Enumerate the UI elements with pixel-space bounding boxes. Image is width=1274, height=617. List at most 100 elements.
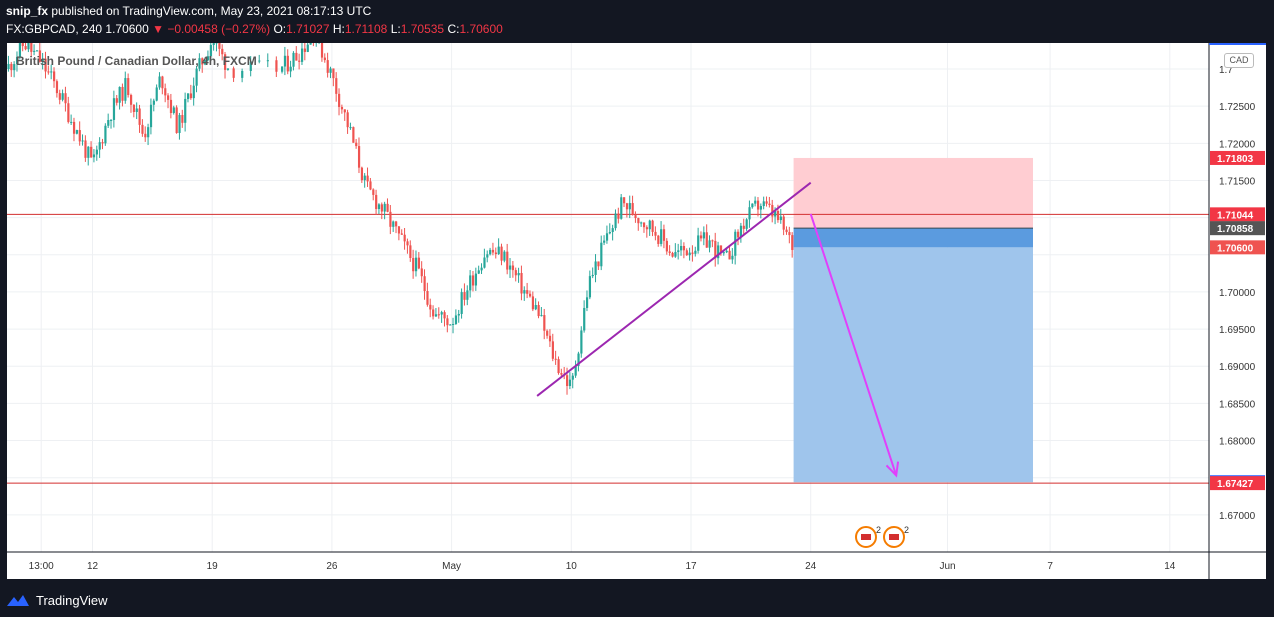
candle-body: [403, 234, 406, 242]
candle-body: [617, 213, 620, 219]
candle-body: [141, 124, 144, 134]
candle-body: [338, 93, 341, 107]
chart-symbol-title: British Pound / Canadian Dollar, 4h, FXC…: [16, 54, 257, 68]
candle-body: [631, 203, 634, 216]
candle-body: [477, 270, 480, 274]
candle-body: [33, 50, 36, 52]
candle-body: [127, 78, 130, 95]
price-chart[interactable]: 2 2 1.72500 1.72000 1.71500 1.70000 1.69500 1.6…: [7, 43, 1266, 579]
candle-body: [167, 95, 170, 100]
candle-body: [699, 235, 703, 239]
candle-body: [423, 276, 426, 292]
candle-body: [50, 71, 53, 73]
candle-body: [748, 207, 751, 220]
candle-body: [224, 54, 227, 70]
candle-body: [24, 46, 27, 50]
candle-body: [118, 86, 121, 103]
candle-body: [680, 246, 683, 251]
event-count: 2: [904, 525, 909, 535]
candle-body: [557, 359, 560, 374]
candle-body: [47, 71, 50, 73]
candle-body: [776, 210, 780, 221]
candle-body: [677, 250, 680, 253]
candle-body: [41, 58, 44, 62]
open-label: O:: [273, 22, 287, 36]
candle-body: [397, 226, 401, 234]
candle-body: [369, 181, 372, 190]
candle-body: [129, 94, 133, 105]
candle-body: [785, 229, 788, 233]
candle-body: [266, 60, 269, 62]
candle-body: [600, 242, 603, 267]
price-label-bg: [1210, 240, 1265, 255]
candle-body: [788, 232, 791, 236]
symbol-label: FX:GBPCAD, 240: [6, 22, 103, 36]
candle-body: [722, 252, 725, 254]
candle-body: [474, 273, 478, 286]
candle-body: [625, 203, 629, 210]
tradingview-brand[interactable]: TradingView: [36, 592, 108, 608]
price-label-bg: [1210, 150, 1265, 165]
candle-body: [531, 296, 535, 310]
chart-area[interactable]: 2 2 1.72500 1.72000 1.71500 1.70000 1.69500 1.6…: [7, 43, 1266, 579]
candle-body: [642, 222, 646, 228]
candle-body: [708, 240, 711, 248]
candle-body: [372, 189, 375, 195]
price-label-bg: [1210, 476, 1265, 491]
candle-body: [634, 215, 637, 219]
candle-body: [152, 100, 155, 105]
candle-body: [204, 60, 207, 65]
price-label-text: 1.67427: [1217, 479, 1254, 490]
candle-body: [10, 63, 13, 71]
candle-body: [380, 204, 383, 212]
candle-body: [637, 218, 640, 224]
price-tick-label: 1.70000: [1219, 288, 1256, 299]
candle-body: [147, 127, 150, 138]
publisher-name[interactable]: snip_fx: [6, 4, 49, 18]
candle-body: [665, 240, 668, 252]
candle-body: [132, 104, 136, 112]
candle-body: [375, 194, 378, 210]
time-tick-label: 12: [87, 561, 99, 572]
candle-body: [198, 58, 201, 69]
publish-info: snip_fx published on TradingView.com, Ma…: [6, 4, 371, 18]
event-count: 2: [876, 525, 881, 535]
price-tick-label-top: 1.7: [1219, 65, 1233, 76]
candle-body: [81, 140, 84, 142]
price-tick-label: 1.72000: [1219, 139, 1256, 150]
candle-body: [566, 375, 569, 386]
candle-body: [739, 225, 743, 238]
candle-body: [605, 233, 609, 241]
candle-body: [571, 375, 574, 380]
candle-body: [628, 203, 631, 210]
price-tick-label: 1.67000: [1219, 511, 1256, 522]
tradingview-logo-icon[interactable]: [6, 592, 30, 608]
price-label-text: 1.71044: [1217, 210, 1254, 221]
candle-body: [300, 48, 304, 62]
price-label-bg: [1210, 221, 1265, 236]
candle-body: [61, 93, 64, 100]
price-change: −0.00458 (−0.27%): [167, 22, 271, 36]
candle-body: [232, 68, 235, 78]
candle-body: [497, 246, 500, 255]
candle-body: [517, 272, 520, 276]
candle-body: [281, 66, 284, 72]
candle-body: [702, 232, 706, 239]
trendline: [536, 181, 812, 397]
time-tick-label: 19: [207, 561, 219, 572]
candle-body: [104, 125, 107, 144]
time-tick-label: 14: [1164, 561, 1176, 572]
candle-body: [58, 93, 61, 100]
candle-body: [737, 231, 740, 238]
candle-body: [184, 98, 187, 123]
candle-body: [648, 220, 651, 230]
candle-body: [7, 63, 10, 70]
candle-body: [537, 305, 540, 317]
currency-badge[interactable]: CAD: [1224, 53, 1254, 68]
candle-body: [303, 48, 307, 52]
candle-body: [44, 58, 47, 72]
candle-body: [463, 292, 466, 300]
candle-body: [30, 43, 33, 52]
candle-body: [491, 249, 495, 253]
candle-body: [548, 335, 552, 342]
